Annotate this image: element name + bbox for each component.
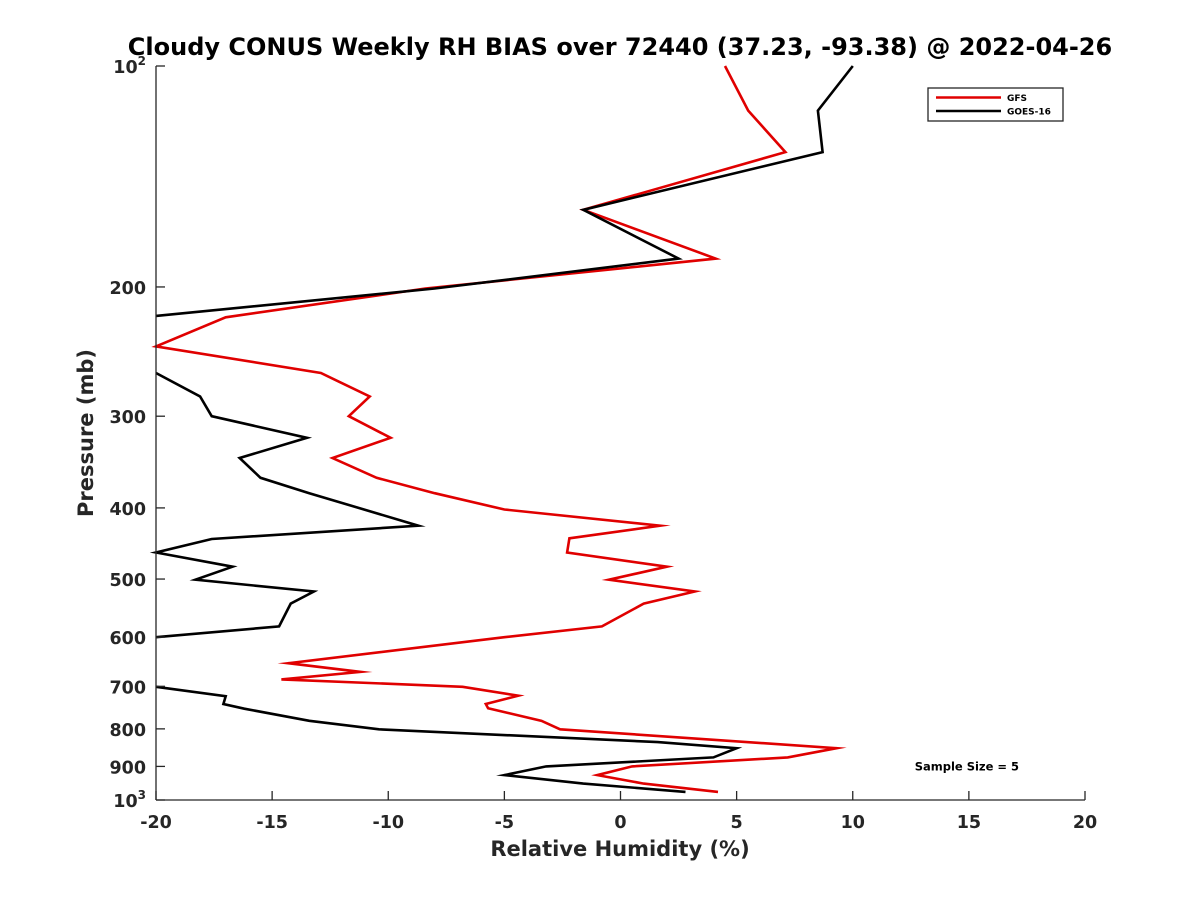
x-tick-label: -15 — [256, 813, 288, 833]
x-tick-label: -20 — [140, 813, 172, 833]
plot-background — [156, 66, 1085, 800]
y-tick-label: 900 — [109, 758, 146, 778]
y-tick-label: 200 — [109, 279, 146, 299]
x-tick-label: 5 — [731, 813, 743, 833]
y-tick-label: 102 — [113, 54, 146, 78]
legend-label: GFS — [1007, 94, 1027, 104]
plot-area — [156, 66, 1085, 800]
legend-label: GOES-16 — [1007, 108, 1051, 118]
x-tick-label: 20 — [1073, 813, 1097, 833]
x-tick-label: 15 — [957, 813, 981, 833]
y-tick-label: 700 — [109, 678, 146, 698]
ticks-layer: -20 -15 -10 -5 0 5 10 15 20 102 200 300 400 500 600 700… — [109, 54, 1097, 833]
x-tick-label: 0 — [614, 813, 626, 833]
y-tick-label: 103 — [113, 788, 146, 812]
y-tick-label: 400 — [109, 500, 146, 520]
series-layer — [149, 65, 854, 794]
sample-size-annotation: Sample Size = 5 — [915, 759, 1019, 773]
y-tick-label: 800 — [109, 721, 146, 741]
y-tick-label: 600 — [109, 629, 146, 649]
x-tick-label: -10 — [372, 813, 404, 833]
series-goes-16 — [149, 65, 854, 794]
y-tick-label: 500 — [109, 571, 146, 591]
y-axis-label: Pressure (mb) — [74, 349, 98, 517]
legend-item: GOES-16 — [936, 108, 1051, 118]
y-tick-label: 300 — [109, 408, 146, 428]
x-axis-label: Relative Humidity (%) — [490, 837, 749, 861]
legend-item: GFS — [936, 94, 1027, 104]
series-line-segment — [149, 371, 426, 639]
series-line-segment — [151, 65, 847, 794]
x-tick-label: 10 — [841, 813, 865, 833]
legend-box — [927, 87, 1064, 122]
chart-title: Cloudy CONUS Weekly RH BIAS over 72440 (… — [128, 33, 1112, 61]
annotations-layer: Sample Size = 5 — [915, 759, 1019, 773]
x-tick-label: -5 — [495, 813, 514, 833]
legend: GFS GOES-16 — [927, 87, 1064, 122]
